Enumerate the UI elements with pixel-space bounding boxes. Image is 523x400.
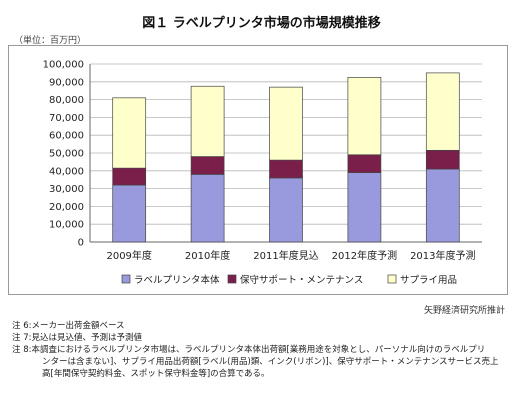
legend-swatch [387,274,397,284]
x-tick-label: 2010年度 [185,249,230,262]
note-7: 注 7:見込は見込値、予測は予測値 [12,333,142,343]
x-tick-label: 2009年度 [106,249,151,262]
notes: 注 6:メーカー出荷金額ベース 注 7:見込は見込値、予測は予測値 注 8:本調… [12,320,512,380]
legend-swatch [227,274,237,284]
note-8-continued: ンターは含まない]、サプライ用品出荷額[ラベル(用品)類、インク(リボン)]、保… [42,357,499,367]
bar-segment-3 [269,86,303,161]
y-tick-label: 10,000 [49,220,84,231]
bar-segment-1 [347,172,382,243]
legend-label: ラベルプリンタ本体 [134,274,220,286]
y-tick-label: 80,000 [49,95,84,106]
legend-swatch [121,274,131,284]
bar-segment-2 [269,159,303,179]
note-6: 注 6:メーカー出荷金額ベース [12,321,125,331]
legend-label: 保守サポート・メンテナンス [240,274,363,286]
y-tick-label: 50,000 [49,149,84,160]
bar-segment-2 [112,167,147,186]
legend-label: サプライ用品 [400,275,457,286]
y-tick-label: 60,000 [49,131,84,142]
y-tick-label: 30,000 [49,184,84,195]
bar-segment-2 [190,156,225,175]
source-label: 矢野経済研究所推計 [423,306,505,316]
y-tick-label: 100,000 [43,60,84,71]
x-tick-label: 2012年度予測 [332,249,397,262]
y-tick-label: 0 [78,238,84,249]
bar-segment-3 [190,85,225,157]
x-tick-label: 2013年度予測 [410,249,475,262]
bar-segment-1 [425,168,460,243]
chart-frame [8,45,508,295]
bar-segment-3 [112,97,147,169]
note-8: 注 8:本調査におけるラベルプリンタ市場は、ラベルプリンタ本体出荷額[業務用途を… [12,345,486,355]
bar-segment-2 [347,154,382,173]
stacked-bar-chart: 0 10,000 20,000 30,000 40,000 50,000 60,000 70,… [43,60,482,286]
unit-label: （単位：百万円） [14,36,87,46]
chart-title: 図１ ラベルプリンタ市場の市場規模推移 [142,16,381,31]
bar-segment-1 [112,184,147,243]
bar-segment-1 [190,174,225,243]
x-tick-label: 2011年度見込 [253,249,318,262]
bar-segment-1 [269,177,303,243]
bar-segment-2 [425,149,460,170]
y-tick-label: 70,000 [49,113,84,124]
y-tick-label: 90,000 [49,77,84,88]
bar-segment-3 [425,72,460,151]
y-tick-label: 40,000 [49,166,84,177]
note-8-continued-2: 高[年間保守契約料金、スポット保守料金等]の合算である。 [42,369,270,379]
y-tick-label: 20,000 [49,202,84,213]
bar-segment-3 [347,76,382,156]
